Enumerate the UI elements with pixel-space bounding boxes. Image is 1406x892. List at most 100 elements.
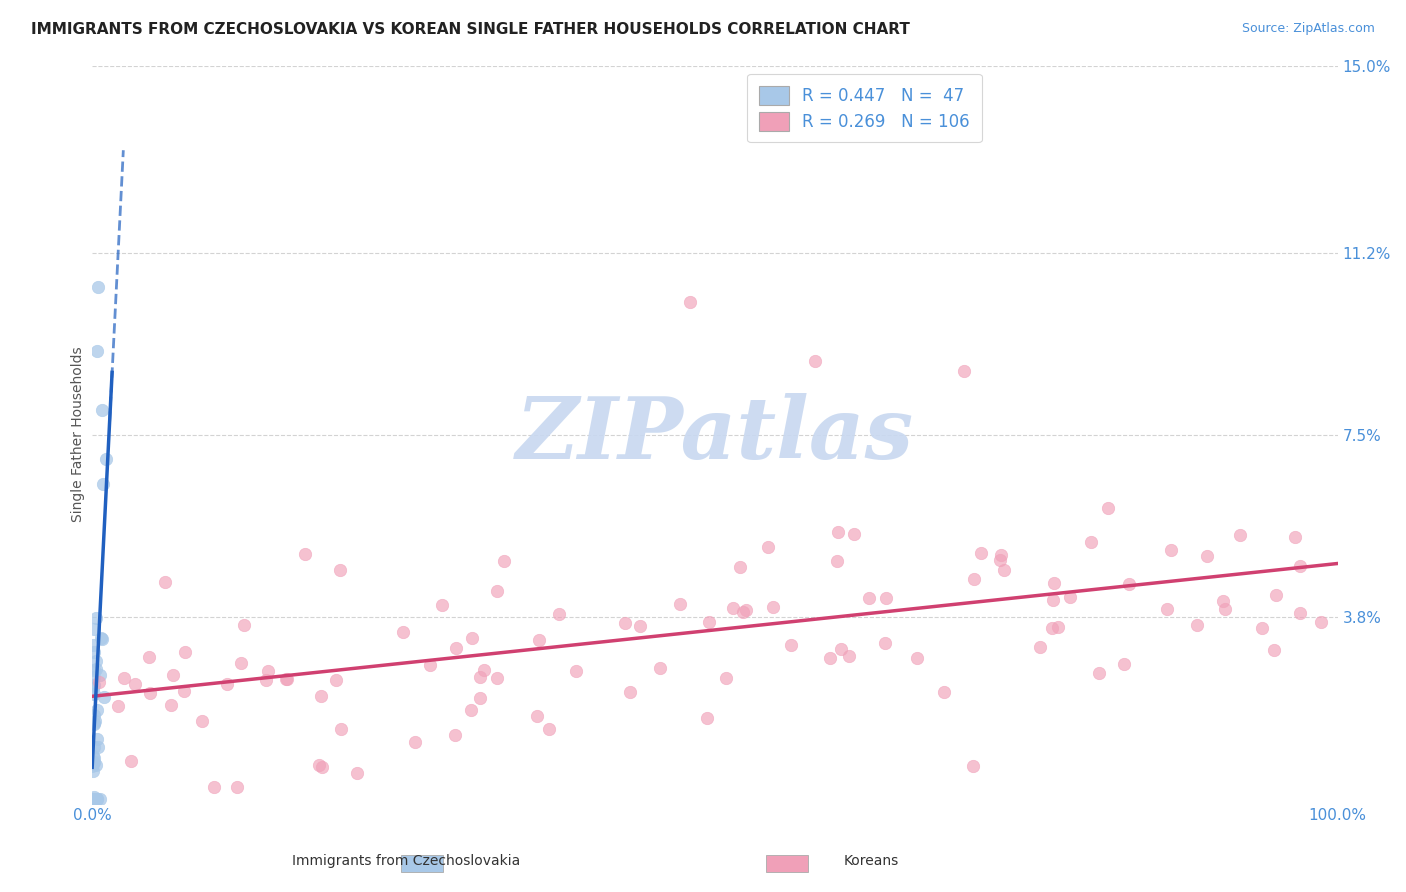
- Point: [1080, 535, 1102, 549]
- Point: [112, 671, 135, 685]
- Point: [87, 740, 110, 755]
- Point: [1265, 588, 1288, 602]
- Point: [444, 728, 467, 742]
- Point: [1029, 640, 1052, 655]
- Point: [565, 664, 588, 678]
- Point: [83, 740, 105, 755]
- Point: [419, 657, 441, 672]
- Point: [1156, 601, 1178, 615]
- Point: [1043, 576, 1066, 591]
- Point: [329, 722, 352, 736]
- Text: ZIPatlas: ZIPatlas: [516, 392, 914, 476]
- Point: [486, 671, 509, 685]
- Point: [825, 554, 848, 568]
- Point: [89, 791, 111, 805]
- Point: [756, 540, 779, 554]
- Point: [444, 640, 467, 655]
- Legend: R = 0.447   N =  47, R = 0.269   N = 106: R = 0.447 N = 47, R = 0.269 N = 106: [748, 74, 981, 143]
- Point: [733, 605, 755, 619]
- Point: [83, 663, 105, 677]
- Point: [138, 649, 160, 664]
- Text: Koreans: Koreans: [844, 854, 898, 868]
- Point: [82, 791, 104, 805]
- Point: [858, 591, 880, 606]
- Point: [83, 714, 105, 728]
- Point: [905, 651, 928, 665]
- Point: [83, 717, 105, 731]
- Point: [1229, 528, 1251, 542]
- Point: [993, 563, 1015, 577]
- Point: [160, 698, 183, 712]
- Point: [311, 759, 333, 773]
- Point: [547, 607, 569, 622]
- Point: [934, 684, 956, 698]
- Point: [231, 656, 253, 670]
- Point: [82, 748, 104, 763]
- Point: [679, 294, 702, 309]
- Y-axis label: Single Father Households: Single Father Households: [72, 347, 86, 523]
- Point: [309, 689, 332, 703]
- Point: [329, 563, 352, 577]
- Point: [86, 343, 108, 358]
- Point: [294, 548, 316, 562]
- Point: [1059, 590, 1081, 604]
- Point: [460, 703, 482, 717]
- Point: [1042, 621, 1064, 635]
- Point: [83, 678, 105, 692]
- Point: [669, 597, 692, 611]
- Point: [628, 618, 651, 632]
- Point: [1289, 606, 1312, 620]
- Point: [830, 642, 852, 657]
- Point: [83, 644, 105, 658]
- Point: [1042, 592, 1064, 607]
- Point: [470, 670, 492, 684]
- Point: [714, 671, 737, 685]
- Point: [84, 662, 107, 676]
- Point: [86, 791, 108, 805]
- Point: [953, 364, 976, 378]
- Point: [1251, 621, 1274, 635]
- Point: [734, 603, 756, 617]
- Point: [613, 616, 636, 631]
- Point: [962, 758, 984, 772]
- Text: Immigrants from Czechoslovakia: Immigrants from Czechoslovakia: [292, 854, 520, 868]
- Point: [107, 698, 129, 713]
- Point: [87, 280, 110, 294]
- Point: [90, 632, 112, 646]
- Point: [93, 476, 115, 491]
- Point: [460, 632, 482, 646]
- Point: [120, 754, 142, 768]
- Point: [225, 780, 247, 794]
- Point: [1213, 602, 1236, 616]
- Point: [803, 353, 825, 368]
- Point: [83, 790, 105, 805]
- Point: [233, 618, 256, 632]
- Point: [494, 554, 516, 568]
- Point: [87, 675, 110, 690]
- Point: [82, 791, 104, 805]
- Point: [696, 711, 718, 725]
- Point: [256, 664, 278, 678]
- Point: [254, 673, 277, 688]
- Point: [86, 732, 108, 747]
- Point: [988, 553, 1011, 567]
- Point: [468, 690, 491, 705]
- Point: [762, 599, 785, 614]
- Point: [83, 791, 105, 805]
- Point: [162, 668, 184, 682]
- Point: [82, 756, 104, 771]
- Point: [83, 755, 105, 769]
- Point: [1088, 666, 1111, 681]
- Point: [276, 672, 298, 686]
- Point: [153, 574, 176, 589]
- Point: [650, 661, 672, 675]
- Point: [1160, 543, 1182, 558]
- Point: [472, 663, 495, 677]
- Point: [202, 780, 225, 794]
- Point: [1212, 594, 1234, 608]
- Point: [346, 765, 368, 780]
- Point: [82, 681, 104, 695]
- Point: [84, 791, 107, 805]
- Point: [526, 709, 548, 723]
- Point: [486, 584, 509, 599]
